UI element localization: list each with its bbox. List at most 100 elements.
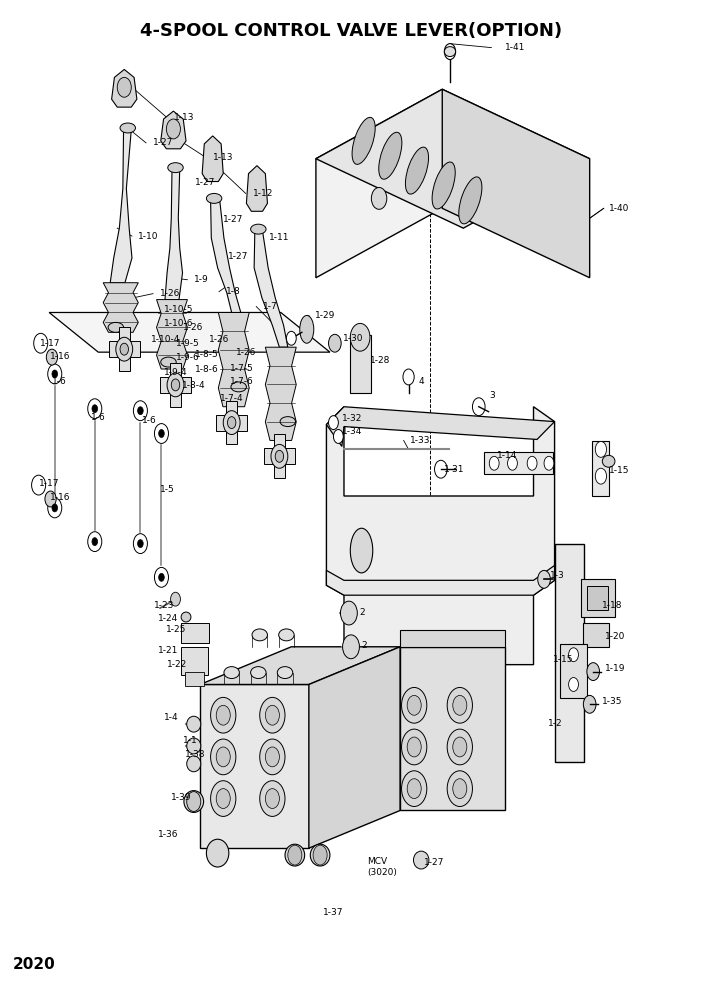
Circle shape <box>343 635 359 659</box>
Circle shape <box>569 648 578 662</box>
Circle shape <box>260 739 285 775</box>
Circle shape <box>45 491 56 507</box>
Text: 1-20: 1-20 <box>605 632 625 642</box>
Circle shape <box>407 779 421 799</box>
Polygon shape <box>211 200 241 312</box>
Circle shape <box>48 498 62 518</box>
Polygon shape <box>400 630 505 647</box>
Circle shape <box>435 460 447 478</box>
Text: 1-34: 1-34 <box>342 427 362 436</box>
Text: 1-4: 1-4 <box>164 712 179 722</box>
Circle shape <box>569 678 578 691</box>
Text: 1-11: 1-11 <box>269 232 289 242</box>
Bar <box>555 544 584 762</box>
Bar <box>216 415 247 431</box>
Circle shape <box>350 323 370 351</box>
Circle shape <box>265 747 279 767</box>
Ellipse shape <box>251 667 266 679</box>
Circle shape <box>402 687 427 723</box>
Circle shape <box>329 334 341 352</box>
Text: 1-7-4: 1-7-4 <box>220 394 244 404</box>
Circle shape <box>216 705 230 725</box>
Text: 1-9-5: 1-9-5 <box>176 338 199 348</box>
Text: 1-33: 1-33 <box>410 435 430 445</box>
Polygon shape <box>218 312 249 407</box>
Text: 1-27: 1-27 <box>195 178 216 187</box>
Circle shape <box>472 398 485 416</box>
Circle shape <box>407 695 421 715</box>
Ellipse shape <box>181 612 191 622</box>
Polygon shape <box>265 347 296 440</box>
Bar <box>583 623 609 647</box>
Polygon shape <box>316 89 442 278</box>
Text: 1-14: 1-14 <box>497 450 517 460</box>
Circle shape <box>260 697 285 733</box>
Bar <box>119 327 130 371</box>
Text: 1-15: 1-15 <box>609 465 630 475</box>
Polygon shape <box>200 684 309 848</box>
Text: 1-8: 1-8 <box>226 287 241 297</box>
Text: 1-30: 1-30 <box>343 333 364 343</box>
Bar <box>160 377 191 393</box>
Circle shape <box>447 771 472 806</box>
Bar <box>185 672 204 686</box>
Circle shape <box>402 771 427 806</box>
Circle shape <box>52 504 58 512</box>
Circle shape <box>32 475 46 495</box>
Ellipse shape <box>310 844 330 866</box>
Text: 1-6: 1-6 <box>52 377 67 387</box>
Circle shape <box>216 747 230 767</box>
Circle shape <box>211 697 236 733</box>
Text: 1-26: 1-26 <box>183 322 204 332</box>
Circle shape <box>403 369 414 385</box>
Circle shape <box>171 379 180 391</box>
Polygon shape <box>202 136 223 182</box>
Circle shape <box>171 592 180 606</box>
Bar <box>587 586 608 610</box>
Bar <box>109 341 140 357</box>
Ellipse shape <box>279 629 294 641</box>
Polygon shape <box>400 647 505 810</box>
Text: 1-26: 1-26 <box>160 289 180 299</box>
Text: 1-26: 1-26 <box>209 334 230 344</box>
Polygon shape <box>110 130 132 283</box>
Ellipse shape <box>120 123 135 133</box>
Text: 1-24: 1-24 <box>158 613 178 623</box>
Text: 1-13: 1-13 <box>174 112 194 122</box>
Polygon shape <box>326 407 555 446</box>
Circle shape <box>265 789 279 808</box>
Circle shape <box>265 705 279 725</box>
Polygon shape <box>165 170 183 300</box>
Text: MCV
(3020): MCV (3020) <box>367 857 397 877</box>
Text: 1-35: 1-35 <box>602 696 622 706</box>
Circle shape <box>453 737 467 757</box>
Ellipse shape <box>280 417 296 427</box>
Text: 1-13: 1-13 <box>213 153 233 163</box>
Text: 1-27: 1-27 <box>424 857 444 867</box>
Circle shape <box>402 729 427 765</box>
Polygon shape <box>112 69 137 107</box>
Text: 1-16: 1-16 <box>50 493 70 503</box>
Ellipse shape <box>444 47 456 57</box>
Text: 1-29: 1-29 <box>315 310 336 320</box>
Circle shape <box>154 424 168 443</box>
Polygon shape <box>200 647 400 684</box>
Bar <box>170 363 181 407</box>
Text: 1-39: 1-39 <box>171 793 192 803</box>
Text: 1-6: 1-6 <box>142 416 157 426</box>
Polygon shape <box>309 647 400 848</box>
Circle shape <box>211 739 236 775</box>
Bar <box>484 452 553 474</box>
Ellipse shape <box>184 791 204 812</box>
Bar <box>181 623 209 643</box>
Text: 1-7-6: 1-7-6 <box>230 377 253 387</box>
Ellipse shape <box>168 163 183 173</box>
Circle shape <box>271 444 288 468</box>
Text: 1-32: 1-32 <box>342 414 362 424</box>
Circle shape <box>48 364 62 384</box>
Polygon shape <box>157 300 187 369</box>
Text: 1-21: 1-21 <box>158 646 178 656</box>
Ellipse shape <box>231 382 246 392</box>
Text: 1-37: 1-37 <box>323 908 343 918</box>
Text: 1-18: 1-18 <box>602 600 622 610</box>
